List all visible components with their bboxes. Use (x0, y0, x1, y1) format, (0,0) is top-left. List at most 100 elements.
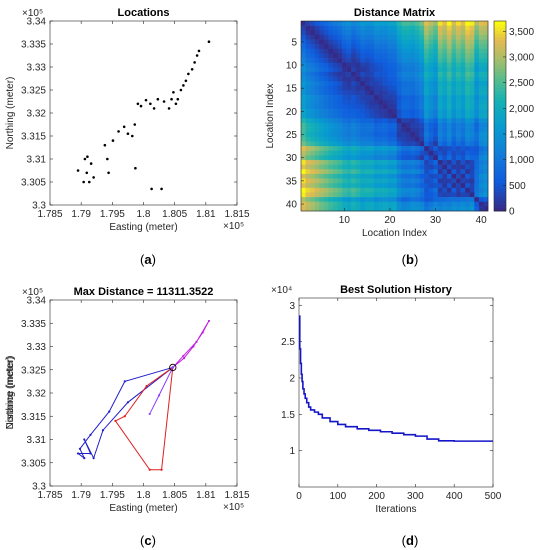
b-heatmap-cell (460, 67, 466, 73)
b-heatmap-cell (364, 48, 370, 54)
b-heatmap-cell (355, 81, 361, 87)
b-heatmap-cell (410, 183, 416, 189)
b-heatmap-cell (437, 136, 443, 142)
b-plot-frame (300, 20, 489, 212)
b-heatmap-cell (392, 197, 398, 203)
b-heatmap-cell (437, 76, 443, 82)
b-heatmap-cell (369, 201, 375, 207)
b-heatmap-cell (478, 146, 484, 152)
b-heatmap-cell (433, 178, 439, 184)
b-heatmap-cell (355, 44, 361, 50)
b-heatmap-cell (419, 169, 425, 175)
b-colorbar-segment (494, 84, 506, 88)
b-heatmap-cell (396, 81, 402, 87)
b-heatmap-cell (364, 132, 370, 138)
b-heatmap-cell (314, 48, 320, 54)
b-heatmap-cell (360, 81, 366, 87)
b-heatmap-cell (392, 206, 398, 212)
b-heatmap-cell (342, 21, 347, 26)
b-heatmap-cell (364, 122, 370, 128)
b-heatmap-cell (428, 30, 434, 36)
b-heatmap-cell (342, 132, 347, 138)
b-heatmap-cell (392, 30, 398, 36)
b-heatmap-cell (346, 132, 352, 138)
b-heatmap-cell (319, 187, 325, 193)
b-heatmap-cell (314, 44, 320, 50)
b-heatmap-cell (433, 67, 439, 73)
b-colorbar-segment (494, 207, 506, 212)
b-heatmap-cell (424, 30, 430, 36)
b-heatmap-cell (437, 44, 443, 50)
b-heatmap-cell (392, 95, 398, 101)
b-heatmap-cell (465, 39, 471, 45)
b-heatmap-cell (351, 136, 357, 142)
b-heatmap-cell (323, 113, 329, 119)
b-heatmap-cell (460, 109, 466, 114)
b-heatmap-cell (433, 155, 439, 161)
b-heatmap-cell (337, 81, 343, 87)
b-heatmap-cell (424, 113, 430, 119)
b-heatmap-cell (328, 201, 334, 207)
b-heatmap-cell (442, 141, 448, 147)
b-heatmap-cell (451, 155, 457, 161)
b-colorbar-segment (494, 131, 506, 136)
a-location-point (87, 180, 91, 184)
c-ytick-label: 3.34 (27, 296, 47, 307)
b-heatmap-cell (328, 155, 334, 161)
b-heatmap-cell (396, 192, 402, 198)
b-heatmap-cell (456, 141, 461, 147)
b-heatmap-cell (355, 113, 361, 119)
b-heatmap-cell (465, 118, 471, 124)
b-heatmap-cell (424, 122, 430, 128)
b-heatmap-cell (410, 48, 416, 54)
b-heatmap-cell (383, 21, 388, 26)
caption-c-letter: c (144, 533, 151, 548)
b-heatmap-cell (378, 62, 384, 68)
b-heatmap-cell (337, 71, 343, 77)
b-heatmap-cell (392, 183, 398, 189)
b-heatmap-cell (424, 81, 430, 87)
b-heatmap-cell (415, 118, 420, 124)
b-heatmap-cell (342, 71, 347, 77)
b-heatmap-cell (433, 48, 439, 54)
b-heatmap-cell (332, 44, 338, 50)
b-heatmap-cell (465, 25, 471, 31)
b-heatmap-cell (442, 53, 448, 59)
b-heatmap-cell (446, 187, 452, 193)
b-heatmap-cell (355, 53, 361, 59)
b-heatmap-cell (465, 71, 471, 77)
b-heatmap-cell (396, 150, 402, 156)
b-heatmap-cell (428, 99, 434, 105)
b-heatmap-cell (446, 85, 452, 91)
b-heatmap-cell (442, 99, 448, 105)
b-heatmap-cell (337, 206, 343, 212)
b-heatmap-cell (433, 132, 439, 138)
b-heatmap-cell (342, 104, 347, 110)
b-heatmap-cell (319, 122, 325, 128)
b-heatmap-cell (364, 76, 370, 82)
b-heatmap-cell (364, 85, 370, 91)
b-heatmap-cell (346, 169, 352, 175)
b-heatmap-cell (451, 201, 457, 207)
b-heatmap-cell (451, 34, 457, 40)
b-heatmap-cell (410, 30, 416, 36)
b-heatmap-cell (396, 21, 402, 26)
b-heatmap-cell (433, 71, 439, 77)
b-heatmap-cell (342, 146, 347, 152)
b-heatmap-cell (305, 141, 311, 147)
b-heatmap-cell (369, 141, 375, 147)
b-heatmap-cell (355, 71, 361, 77)
b-heatmap-cell (437, 169, 443, 175)
b-heatmap-cell (456, 76, 461, 82)
b-heatmap-cell (355, 85, 361, 91)
b-heatmap-cell (442, 76, 448, 82)
b-heatmap-cell (446, 90, 452, 96)
b-heatmap-cell (465, 146, 471, 152)
b-heatmap-cell (469, 81, 475, 87)
a-ytick-label: 3.3 (32, 201, 46, 212)
b-heatmap-cell (456, 99, 461, 105)
b-heatmap-cell (428, 85, 434, 91)
b-heatmap-cell (483, 164, 489, 170)
b-heatmap-cell (387, 197, 393, 203)
